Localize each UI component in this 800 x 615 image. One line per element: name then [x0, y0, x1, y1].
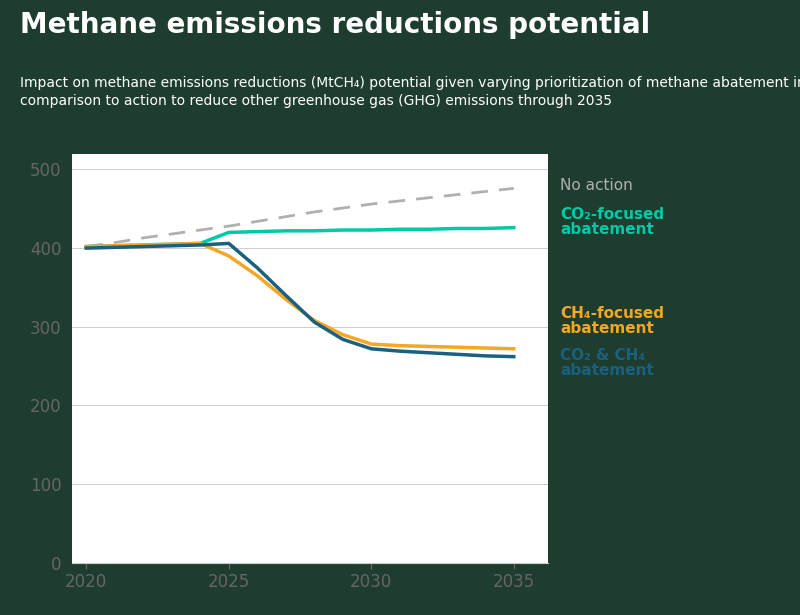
Text: abatement: abatement: [560, 321, 654, 336]
Text: CH₄-focused: CH₄-focused: [560, 306, 664, 321]
Text: abatement: abatement: [560, 363, 654, 378]
Text: abatement: abatement: [560, 221, 654, 237]
Text: No action: No action: [560, 178, 633, 192]
Text: Methane emissions reductions potential: Methane emissions reductions potential: [20, 11, 650, 39]
Text: Impact on methane emissions reductions (MtCH₄) potential given varying prioritiz: Impact on methane emissions reductions (…: [20, 76, 800, 108]
Text: CO₂ & CH₄: CO₂ & CH₄: [560, 348, 645, 363]
Text: CO₂-focused: CO₂-focused: [560, 207, 664, 221]
